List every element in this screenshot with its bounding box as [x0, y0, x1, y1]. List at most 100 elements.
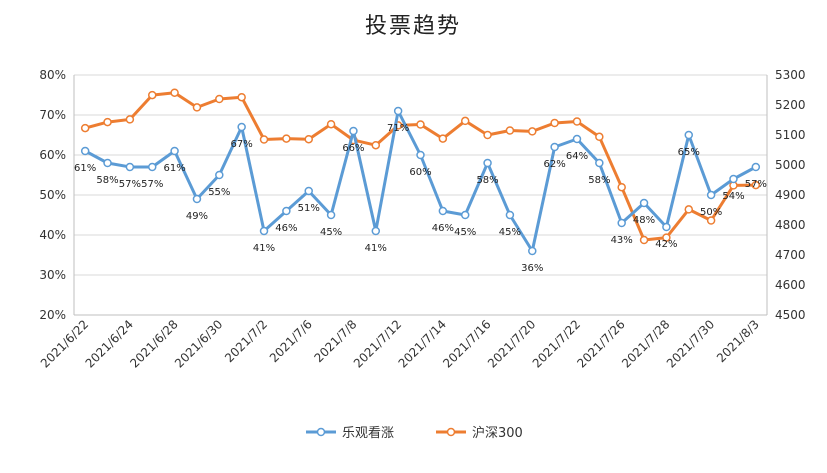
data-label: 46%: [275, 223, 297, 234]
series-point: [505, 210, 515, 220]
series-point: [751, 180, 761, 190]
series-point: [282, 134, 291, 143]
series-point: [393, 106, 403, 116]
data-label: 71%: [387, 123, 409, 134]
series-point: [125, 162, 135, 172]
y-right-tick-labels: 4500 4600 4700 4800 4900 5000 5100 5200 5300: [775, 68, 806, 322]
y-right-tick-label: 4500: [775, 308, 806, 322]
y-right-tick-label: 5300: [775, 68, 806, 82]
data-label: 50%: [700, 207, 722, 218]
data-label: 57%: [141, 179, 163, 190]
series-point: [438, 206, 448, 216]
data-label: 57%: [119, 179, 141, 190]
data-label: 58%: [476, 175, 498, 186]
series-point: [639, 235, 649, 245]
y-right-tick-label: 4800: [775, 218, 806, 232]
legend-marker: [316, 427, 326, 437]
series-point: [259, 135, 269, 144]
series-point: [483, 130, 492, 140]
data-label: 41%: [365, 243, 387, 254]
series-point: [147, 162, 157, 172]
series-point: [505, 126, 515, 135]
series-point: [416, 120, 425, 129]
series-point: [103, 117, 112, 127]
data-label: 60%: [409, 167, 431, 178]
x-tick-label: 2021/7/30: [664, 317, 717, 370]
y-left-tick-label: 70%: [39, 108, 66, 122]
series-point: [192, 194, 202, 204]
data-label: 42%: [655, 239, 677, 250]
data-label: 49%: [186, 211, 208, 222]
gridlines: [74, 74, 767, 316]
x-tick-label: 2021/7/2: [222, 317, 270, 365]
series-point: [304, 186, 313, 196]
series-point: [170, 146, 179, 156]
series-line: [83, 109, 758, 253]
series-point: [617, 182, 626, 192]
series-point: [662, 233, 671, 242]
series-point: [80, 146, 90, 156]
series-point: [304, 134, 313, 144]
data-label: 41%: [253, 243, 275, 254]
x-tick-label: 2021/7/6: [267, 317, 315, 365]
x-tick-label: 2021/6/30: [172, 317, 225, 370]
data-label: 65%: [678, 147, 700, 158]
series-point: [416, 150, 425, 160]
legend-label: 沪深300: [472, 425, 523, 441]
series-point: [684, 130, 694, 140]
data-label: 57%: [745, 179, 767, 190]
y-right-tick-label: 4600: [775, 278, 806, 292]
series-point: [215, 170, 224, 180]
data-label: 61%: [74, 163, 96, 174]
data-label: 58%: [588, 175, 610, 186]
data-label: 43%: [611, 235, 633, 246]
data-label: 46%: [432, 223, 454, 234]
y-left-tick-label: 80%: [39, 68, 66, 82]
data-label: 45%: [454, 227, 476, 238]
chart-title: 投票趋势: [365, 14, 461, 39]
series-point: [438, 134, 448, 143]
series-point: [751, 162, 761, 172]
data-label: 67%: [231, 139, 253, 150]
series-point: [572, 117, 582, 126]
bullish-data-labels: 61%58% 57% 57%61%49%55%67%41%46%51%45%66%4…: [74, 123, 767, 274]
y-left-tick-label: 30%: [39, 268, 66, 282]
series-point: [326, 210, 336, 220]
data-label: 45%: [499, 227, 521, 238]
series-point: [460, 116, 470, 126]
legend: 乐观看涨 沪深300: [306, 425, 523, 441]
series-point: [259, 226, 269, 236]
axes: [73, 75, 768, 316]
series-point: [371, 226, 381, 236]
series-point: [371, 140, 381, 150]
series-point: [528, 246, 537, 256]
series-point: [729, 174, 738, 184]
series-point: [595, 158, 604, 168]
data-label: 58%: [96, 175, 118, 186]
series-hs300: [80, 88, 761, 245]
series-point: [326, 119, 336, 129]
x-tick-labels: 2021/6/222021/6/242021/6/282021/6/302021…: [38, 317, 762, 370]
data-label: 36%: [521, 263, 543, 274]
y-left-tick-label: 40%: [39, 228, 66, 242]
y-right-tick-label: 4900: [775, 188, 806, 202]
data-label: 64%: [566, 151, 588, 162]
series-point: [528, 127, 537, 136]
series-point: [125, 115, 135, 124]
data-label: 48%: [633, 215, 655, 226]
data-label: 55%: [208, 187, 230, 198]
series-point: [237, 122, 246, 132]
y-right-tick-label: 5200: [775, 98, 806, 112]
series-point: [706, 190, 716, 200]
series-point: [215, 94, 224, 104]
data-label: 45%: [320, 227, 342, 238]
y-left-tick-label: 20%: [39, 308, 66, 322]
y-left-tick-label: 60%: [39, 148, 66, 162]
y-right-tick-label: 4700: [775, 248, 806, 262]
y-right-tick-label: 5100: [775, 128, 806, 142]
series-point: [617, 218, 626, 228]
series-point: [706, 216, 716, 225]
data-label: 61%: [163, 163, 185, 174]
series-point: [80, 123, 90, 133]
